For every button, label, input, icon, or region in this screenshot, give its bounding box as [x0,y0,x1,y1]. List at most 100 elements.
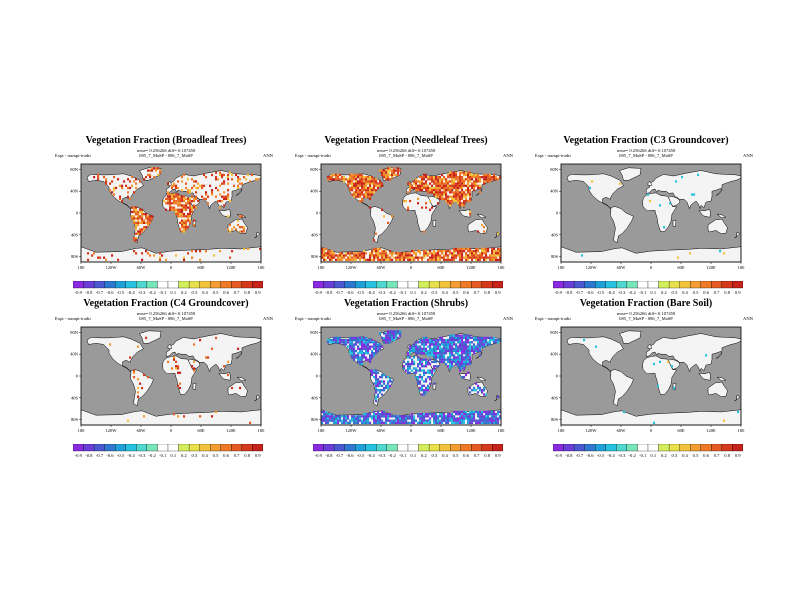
land-japan [475,188,483,196]
map-cell [387,415,390,418]
lat-tick-label: 80N [310,330,319,335]
map-cell [367,417,370,420]
map-cell [425,252,428,255]
map-cell [367,413,370,416]
map-cell [473,352,476,355]
colorbar-tick-label: -0.1 [639,290,647,295]
colorbar-tick-label: 0.4 [682,453,688,458]
map-cell [429,191,432,194]
map-cell [461,343,464,346]
lat-tick-label: 40N [550,189,559,194]
map-cell [331,415,334,418]
map-cell [437,254,440,257]
map-cell [407,254,410,257]
map-cell [223,180,226,183]
map-cell [437,193,440,196]
map-cell [349,173,352,177]
map-cell [581,254,584,257]
map-cell [473,173,476,177]
map-cell [321,415,324,418]
colorbar-swatch [323,281,335,289]
map-cell [423,391,426,394]
map-cell [343,419,346,422]
map-cell [167,191,170,194]
map-cell [481,341,484,344]
map-cell [359,362,362,366]
map-cell [369,191,372,194]
map-cell [381,345,384,348]
map-cell [355,336,358,340]
map-cell [339,173,342,177]
map-cell [367,349,370,353]
map-cell [437,338,440,342]
map-cell [467,413,470,416]
map-cell [421,389,424,392]
map-cell [419,341,422,344]
map-cell [397,419,400,422]
map-cell [487,175,490,179]
map-cell [433,343,436,346]
map-cell [421,349,424,353]
colorbar-tick-label: -0.7 [576,290,584,295]
map-cell [483,178,486,181]
map-cell [433,254,436,257]
map-cell [349,252,352,255]
map-cell [413,180,416,183]
map-cell [337,336,340,340]
map-cell [419,180,422,183]
map-cell [175,208,178,211]
map-cell [351,341,354,344]
map-cell [129,186,132,190]
map-cell [369,206,372,209]
map-cell [475,419,478,422]
map-cell [189,199,192,203]
map-cell [441,419,444,422]
map-cell [209,184,212,187]
map-cell [451,202,454,205]
map-cell [145,336,148,340]
map-cell [189,219,192,222]
map-cell [387,330,390,333]
map-cell [169,197,172,201]
map-cell [353,186,356,190]
map-cell [151,215,154,218]
map-cell [323,247,326,251]
map-cell [483,230,486,233]
land-japan [235,351,243,359]
map-cell [471,258,474,262]
colorbar: -0.9 -0.8 -0.7 -0.6 -0.5 -0.4 -0.3 -0.2 -0.1 0.1 0… [313,444,503,458]
map-cell [489,338,492,342]
map-cell [353,421,356,425]
land-australia [467,218,488,234]
map-cell [335,258,338,262]
map-cell [493,341,496,344]
map-cell [345,252,348,255]
map-cell [361,415,364,418]
map-cell [357,415,360,418]
map-cell [491,338,494,342]
map-cell [379,376,382,379]
map-cell [367,419,370,422]
map-cell [463,356,466,359]
map-cell [419,382,422,385]
map-cell [395,334,398,337]
map-cell [353,338,356,342]
map-cell [481,338,484,342]
map-cell [205,197,208,201]
map-cell [339,254,342,257]
map-cell [221,175,224,179]
map-cell [463,343,466,346]
map-cell [459,256,462,259]
map-cell [483,180,486,183]
map-cell [227,175,230,179]
map-cell [143,373,146,377]
map-cell [479,413,482,416]
map-cell [425,254,428,257]
map-cell [449,365,452,368]
map-cell [371,371,374,374]
map-cell [339,417,342,420]
map-cell [375,182,378,185]
map-cell [413,371,416,374]
map-cell [375,421,378,425]
map-cell [423,384,426,387]
